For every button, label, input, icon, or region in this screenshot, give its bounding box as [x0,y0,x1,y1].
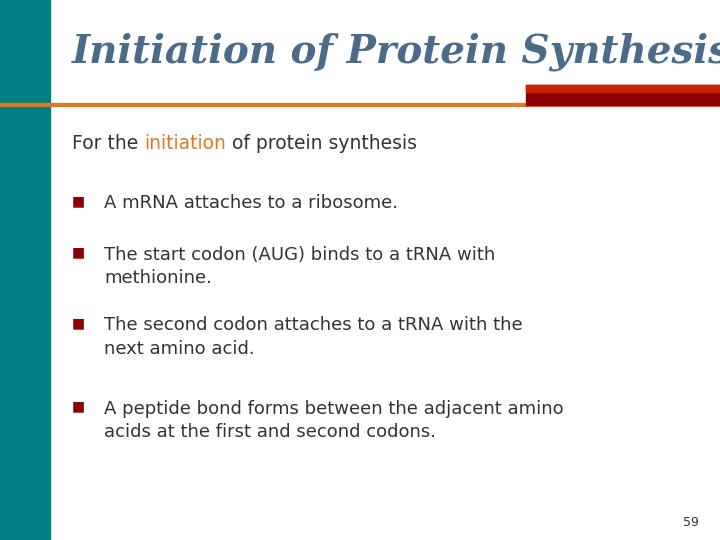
Bar [0,0,50,540]
Text: initiation: initiation [144,133,226,153]
Bar [526,85,720,92]
Text: Initiation of Protein Synthesis: Initiation of Protein Synthesis [72,32,720,71]
Text: ■: ■ [72,246,85,260]
Text: ■: ■ [72,194,85,208]
Text: ■: ■ [72,316,85,330]
Text: ■: ■ [72,400,85,414]
Text: A peptide bond forms between the adjacent amino
acids at the first and second co: A peptide bond forms between the adjacen… [104,400,564,441]
Text: The second codon attaches to a tRNA with the
next amino acid.: The second codon attaches to a tRNA with… [104,316,523,357]
Text: 59: 59 [683,516,698,529]
Text: The start codon (AUG) binds to a tRNA with
methionine.: The start codon (AUG) binds to a tRNA wi… [104,246,495,287]
Bar [526,85,720,105]
Text: For the: For the [72,133,144,153]
Text: of protein synthesis: of protein synthesis [226,133,417,153]
Text: A mRNA attaches to a ribosome.: A mRNA attaches to a ribosome. [104,194,398,212]
